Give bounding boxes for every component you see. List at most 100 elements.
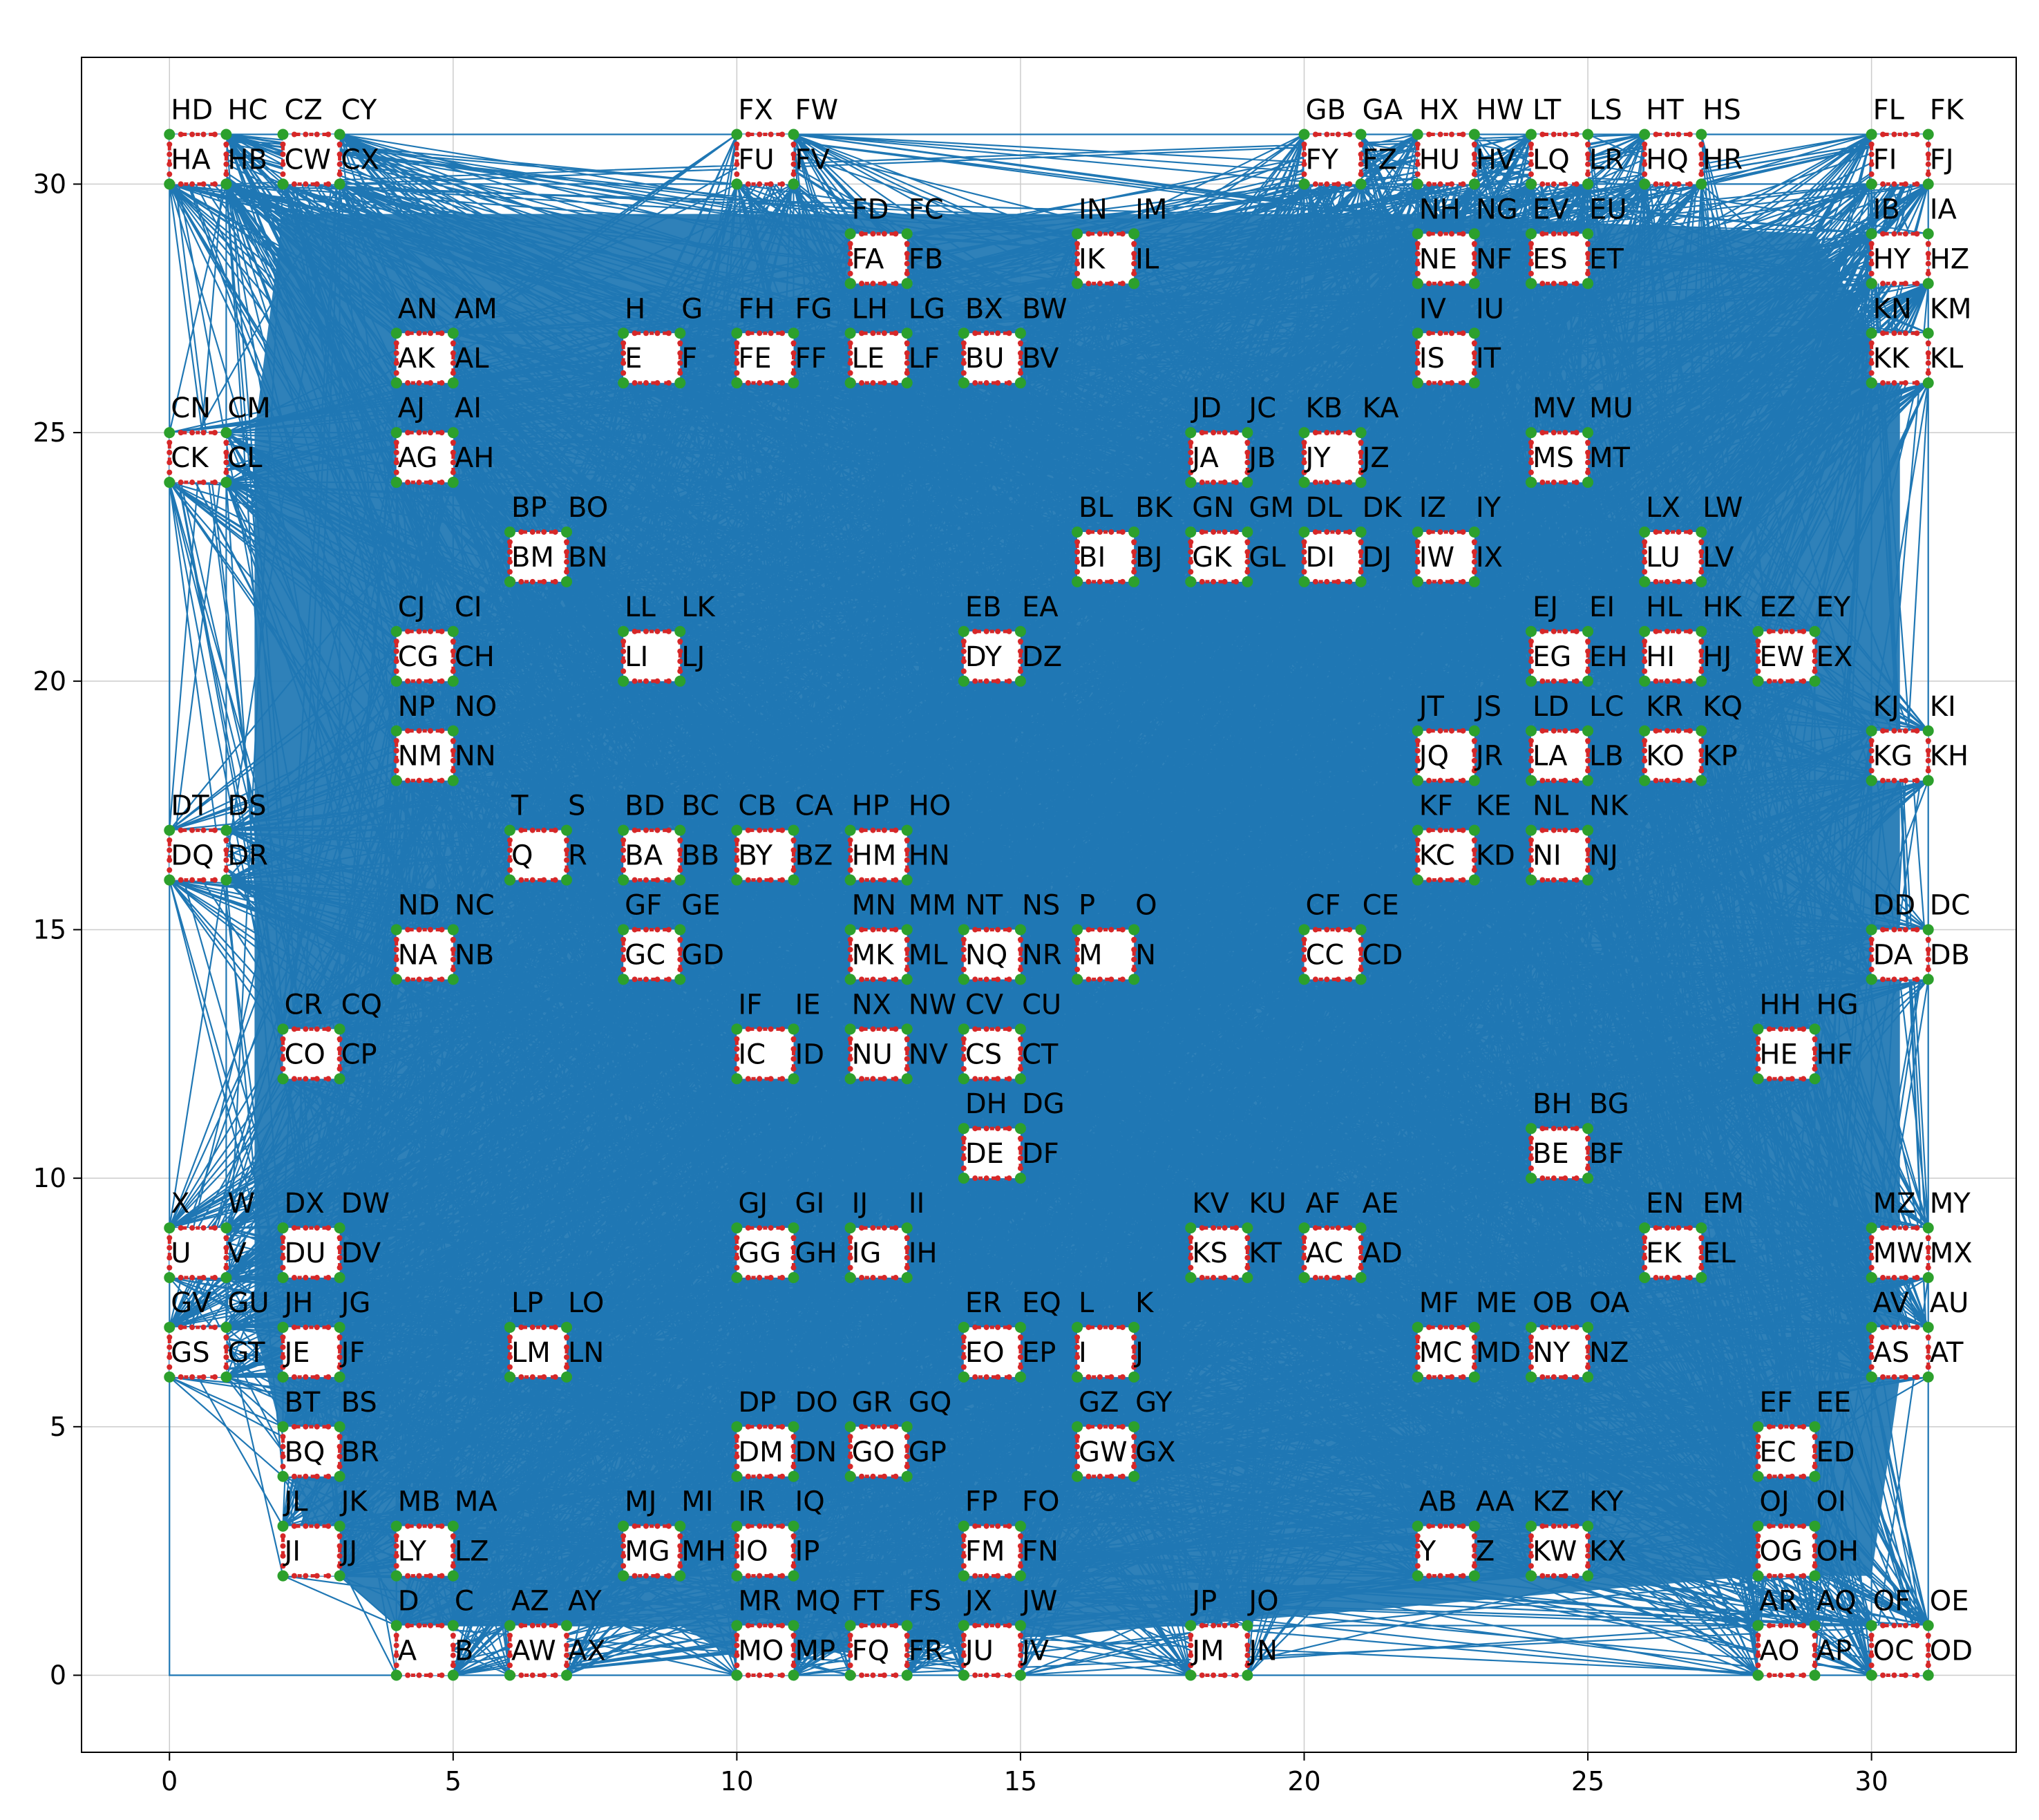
node-mid-marker: [405, 330, 411, 336]
node-mid-marker: [1880, 1374, 1886, 1380]
node-mid-marker: [280, 1453, 286, 1459]
node-label: FW: [795, 95, 838, 126]
node-corner-marker: [1639, 576, 1651, 587]
node-corner-marker: [1809, 625, 1821, 637]
node-mid-marker: [1585, 1553, 1591, 1559]
node-mid-marker: [1902, 927, 1908, 933]
node-mid-marker: [506, 867, 513, 873]
node-corner-marker: [1582, 775, 1594, 786]
node-corner-marker: [1525, 228, 1537, 240]
node-mid-marker: [1528, 768, 1534, 774]
node-mid-marker: [189, 1374, 196, 1380]
node-mid-marker: [904, 1244, 910, 1251]
node-box: [277, 1321, 345, 1383]
node-mid-marker: [757, 1523, 763, 1529]
node-label: IP: [795, 1536, 819, 1568]
node-mid-marker: [847, 1255, 853, 1261]
node-corner-marker: [901, 924, 913, 936]
node-corner-marker: [1298, 974, 1310, 985]
node-mid-marker: [870, 1672, 876, 1678]
node-mid-marker: [439, 628, 445, 634]
node-mid-marker: [167, 171, 173, 178]
node-corner-marker: [958, 1371, 969, 1383]
node-mid-marker: [1301, 1264, 1307, 1271]
node-mid-marker: [904, 370, 910, 376]
node-mid-marker: [439, 480, 445, 486]
node-corner-marker: [844, 1669, 856, 1681]
node-corner-marker: [1298, 1222, 1310, 1234]
node-mid-marker: [1017, 1553, 1023, 1559]
node-box-frame: [281, 1027, 342, 1081]
node-corner-marker: [1468, 1520, 1480, 1532]
node-mid-marker: [1585, 638, 1591, 645]
node-corner-marker: [1752, 1669, 1764, 1681]
node-mid-marker: [393, 768, 399, 774]
node-mid-marker: [1006, 380, 1012, 386]
node-mid-marker: [1812, 1563, 1818, 1569]
node-corner-marker: [958, 1173, 969, 1184]
node-corner-marker: [1128, 576, 1140, 587]
node-box: [1298, 1222, 1367, 1284]
node-corner-marker: [618, 924, 629, 936]
node-mid-marker: [904, 1642, 910, 1649]
node-corner-marker: [1582, 1123, 1594, 1135]
node-corner-marker: [1242, 427, 1253, 439]
node-mid-marker: [450, 1533, 456, 1539]
node-mid-marker: [393, 936, 399, 942]
node-label: IK: [1079, 243, 1106, 275]
node-label: IA: [1930, 193, 1957, 225]
node-label: GU: [227, 1287, 269, 1319]
node-mid-marker: [1755, 668, 1761, 674]
node-mid-marker: [654, 628, 661, 634]
node-mid-marker: [1925, 1235, 1931, 1241]
node-corner-marker: [1922, 1371, 1934, 1383]
node-corner-marker: [901, 328, 913, 339]
node-mid-marker: [1222, 1672, 1228, 1678]
node-mid-marker: [643, 678, 649, 684]
node-mid-marker: [1539, 1573, 1546, 1579]
node-label: NR: [1022, 939, 1062, 971]
node-corner-marker: [1298, 427, 1310, 439]
node-corner-marker: [844, 228, 856, 240]
node-mid-marker: [167, 1354, 173, 1361]
node-mid-marker: [768, 1423, 774, 1430]
node-label: Q: [511, 840, 533, 872]
node-mid-marker: [1471, 549, 1477, 555]
node-mid-marker: [1801, 1622, 1807, 1629]
node-label: ED: [1817, 1437, 1855, 1468]
node-corner-marker: [1468, 1371, 1480, 1383]
node-mid-marker: [904, 1046, 910, 1052]
node-mid-marker: [1778, 1622, 1784, 1629]
node-mid-marker: [336, 1056, 343, 1062]
node-box-frame: [1075, 530, 1136, 584]
node-mid-marker: [1301, 449, 1307, 455]
node-box: [1525, 625, 1594, 687]
node-box-frame: [167, 1226, 228, 1280]
node-label: JP: [1190, 1586, 1217, 1618]
node-mid-marker: [1471, 857, 1477, 863]
node-mid-marker: [960, 350, 967, 357]
node-mid-marker: [1460, 231, 1466, 237]
node-mid-marker: [427, 480, 433, 486]
node-label: NZ: [1589, 1337, 1629, 1369]
node-mid-marker: [564, 1632, 570, 1638]
node-mid-marker: [1585, 1543, 1591, 1549]
node-mid-marker: [1562, 1324, 1568, 1330]
node-mid-marker: [1539, 430, 1546, 436]
node-mid-marker: [1017, 1652, 1023, 1658]
node-mid-marker: [1642, 171, 1648, 178]
node-mid-marker: [847, 370, 853, 376]
node-label: FJ: [1930, 144, 1954, 176]
node-corner-marker: [561, 1669, 573, 1681]
node-label: AC: [1306, 1238, 1344, 1269]
node-mid-marker: [1550, 827, 1557, 833]
node-mid-marker: [1074, 947, 1081, 953]
node-mid-marker: [643, 1573, 649, 1579]
node-label: CY: [341, 95, 377, 126]
node-box-frame: [1529, 1126, 1590, 1180]
node-mid-marker: [1665, 529, 1671, 535]
node-box-frame: [281, 1425, 342, 1479]
node-mid-marker: [734, 1553, 740, 1559]
node-mid-marker: [745, 181, 751, 187]
node-corner-marker: [1809, 1073, 1821, 1085]
